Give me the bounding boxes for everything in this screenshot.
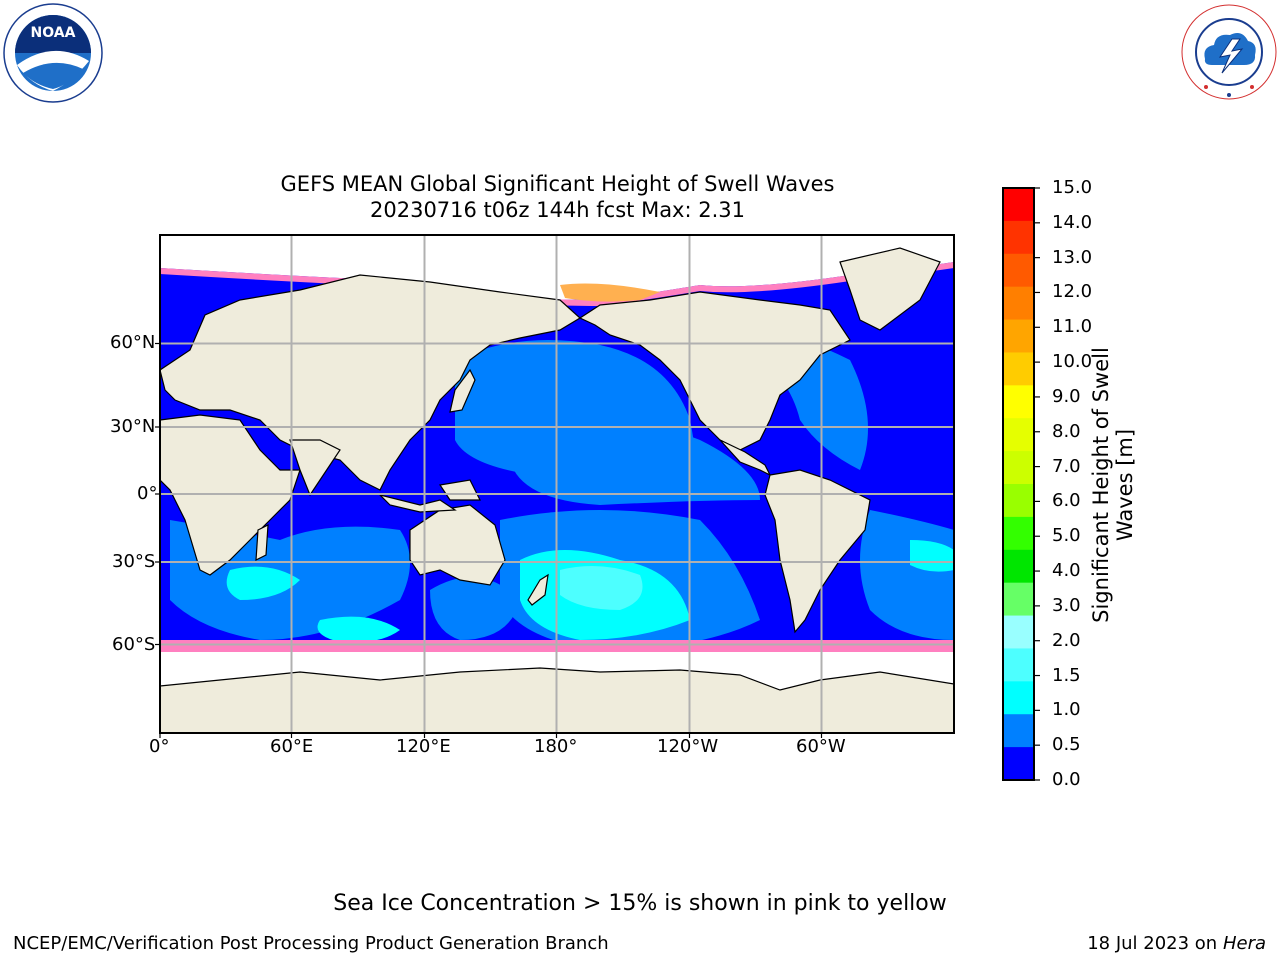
noaa-logo-text: NOAA [31,25,76,41]
colorbar-tick-label: 1.0 [1052,699,1081,721]
swell-lighter-region [560,566,643,610]
footer-machine: Hera [1222,933,1266,954]
colorbar-segment [1003,188,1034,222]
colorbar-tick-label: 12.0 [1052,281,1093,303]
colorbar-segment [1003,451,1034,485]
colorbar-segment [1003,319,1034,353]
colorbar-label-line2: Waves [m] [1113,428,1137,542]
colorbar-tick-label: 15.0 [1052,177,1093,198]
colorbar [1003,187,1040,781]
colorbar-segment [1003,582,1034,617]
colorbar-segment [1003,418,1034,452]
lon-label-60w: 60°W [796,736,846,757]
lat-label-60s: 60°S [112,634,156,655]
map-subtitle: 20230716 t06z 144h fcst Max: 2.31 [370,198,745,222]
colorbar-segment [1003,615,1034,649]
colorbar-segment [1003,253,1034,288]
colorbar-segment [1003,286,1034,321]
noaa-logo: NOAA [3,3,103,103]
colorbar-tick-label: 4.0 [1052,560,1081,582]
colorbar-segment [1003,747,1034,781]
lon-label-60e: 60°E [270,736,314,757]
colorbar-segment [1003,220,1034,255]
colorbar-tick-label: 6.0 [1052,490,1081,512]
graticule [160,235,954,733]
footer-date-text: 18 Jul 2023 on [1087,933,1223,954]
lon-label-120w: 120°W [657,736,719,757]
lat-label-30s: 30°S [112,551,156,572]
colorbar-label-line1: Significant Height of Swell [1089,347,1113,623]
nws-logo [1180,3,1278,101]
colorbar-tick-label: 11.0 [1052,316,1093,338]
lon-label-0: 0° [149,736,170,757]
colorbar-tick-label: 10.0 [1052,351,1093,373]
colorbar-tick-label: 13.0 [1052,246,1093,268]
footer-org: NCEP/EMC/Verification Post Processing Pr… [13,933,609,954]
lat-label-0: 0° [137,483,158,504]
lat-label-60n: 60°N [110,332,156,353]
footer-date: 18 Jul 2023 on Hera [1087,933,1266,954]
colorbar-segment [1003,549,1034,584]
colorbar-frame [1002,187,1035,781]
colorbar-segment [1003,352,1034,386]
colorbar-tick-label: 9.0 [1052,385,1081,407]
colorbar-segment [1003,648,1034,682]
colorbar-tick-label: 0.5 [1052,734,1081,756]
colorbar-tick-label: 1.5 [1052,664,1081,686]
colorbar-segment [1003,516,1034,551]
colorbar-tick-label: 0.0 [1052,769,1081,790]
colorbar-tick-label: 14.0 [1052,211,1093,233]
colorbar-segment [1003,681,1034,715]
colorbar-segment [1003,484,1034,518]
colorbar-tick-label: 3.0 [1052,594,1081,616]
colorbar-tick-label: 8.0 [1052,420,1081,442]
lon-label-180: 180° [534,736,578,757]
lat-label-30n: 30°N [110,416,156,437]
colorbar-tick-label: 7.0 [1052,455,1081,477]
colorbar-tick-label: 2.0 [1052,629,1081,651]
colorbar-tick-label: 5.0 [1052,525,1081,547]
map-title: GEFS MEAN Global Significant Height of S… [280,172,835,196]
colorbar-segment [1003,385,1034,419]
colorbar-segment [1003,714,1034,748]
lon-label-120e: 120°E [396,736,451,757]
sea-ice-note: Sea Ice Concentration > 15% is shown in … [333,891,947,916]
